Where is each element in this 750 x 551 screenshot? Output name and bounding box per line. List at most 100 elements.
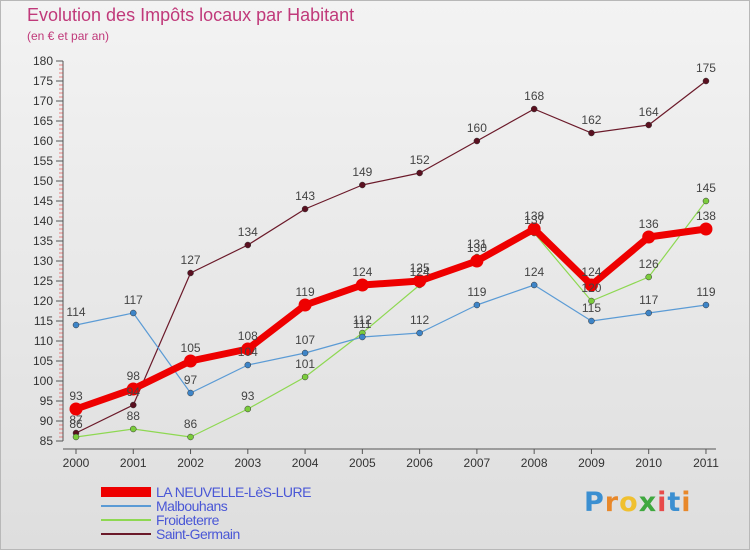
x-tick-label: 2005 — [349, 456, 376, 470]
y-tick-label: 150 — [33, 174, 53, 188]
series-point — [301, 205, 309, 213]
legend-swatch — [101, 487, 151, 497]
series-point — [298, 298, 312, 312]
data-label: 138 — [696, 209, 716, 223]
legend-swatch — [101, 533, 151, 535]
data-label: 145 — [696, 181, 716, 195]
series-point — [588, 297, 595, 305]
series-point — [241, 342, 255, 356]
chart-data-labels: 87 94 127 134 143 149 152 160 168 162 164 175 86 88 86… — [66, 61, 716, 431]
x-tick-label: 2010 — [635, 456, 662, 470]
data-label: 127 — [181, 253, 201, 267]
series-point — [413, 274, 427, 288]
series-line — [75, 80, 707, 434]
series-point — [645, 273, 652, 281]
series-point — [702, 77, 710, 85]
data-label: 126 — [639, 257, 659, 271]
logo-letter: i — [657, 487, 668, 518]
series-point — [126, 382, 140, 396]
data-label: 137 — [524, 213, 544, 227]
series-point — [187, 433, 194, 441]
data-label: 131 — [467, 237, 487, 251]
y-tick-label: 105 — [33, 354, 53, 368]
series-point — [416, 329, 423, 337]
data-label: 164 — [639, 105, 659, 119]
series-point — [301, 349, 309, 357]
x-tick-label: 2007 — [464, 456, 491, 470]
data-label: 149 — [352, 165, 372, 179]
data-label: 162 — [581, 113, 601, 127]
series-point — [72, 321, 80, 329]
chart-title: Evolution des Impôts locaux par Habitant — [27, 5, 355, 25]
y-tick-label: 155 — [33, 154, 53, 168]
series-point — [359, 181, 366, 189]
data-label: 104 — [238, 345, 258, 359]
y-tick-label: 160 — [33, 134, 53, 148]
data-label: 86 — [184, 417, 198, 431]
series-line — [72, 225, 710, 413]
data-label: 119 — [467, 285, 486, 299]
y-tick-label: 85 — [40, 434, 54, 448]
data-label: 119 — [696, 285, 715, 299]
legend-label: Malbouhans — [156, 498, 228, 514]
y-tick-label: 175 — [33, 74, 53, 88]
x-tick-label: 2009 — [578, 456, 605, 470]
series-point — [699, 222, 713, 236]
series-point — [473, 301, 481, 309]
data-label: 136 — [639, 217, 659, 231]
data-label: 117 — [124, 293, 143, 307]
series-point — [130, 425, 137, 433]
data-label: 88 — [127, 409, 141, 423]
series-point — [530, 105, 538, 113]
x-tick-label: 2004 — [292, 456, 319, 470]
data-label: 101 — [295, 357, 315, 371]
data-label: 175 — [696, 61, 716, 75]
series-point — [130, 401, 137, 409]
series-point — [301, 373, 309, 381]
data-label: 108 — [238, 329, 258, 343]
data-label: 114 — [66, 305, 85, 319]
proxiti-logo: Proxiti — [584, 487, 692, 518]
data-label: 168 — [524, 89, 544, 103]
y-tick-label: 170 — [33, 94, 53, 108]
series-point — [355, 278, 369, 292]
x-tick-label: 2001 — [120, 456, 147, 470]
series-point — [527, 222, 541, 236]
logo-letter: r — [604, 487, 620, 518]
legend-label: Saint-Germain — [156, 526, 240, 542]
series-point — [645, 309, 652, 317]
logo-letter: x — [638, 487, 658, 518]
series-line — [75, 200, 707, 438]
data-label: 98 — [127, 369, 141, 383]
x-tick-label: 2011 — [693, 456, 719, 470]
data-label: 120 — [581, 281, 601, 295]
legend-label: Froideterre — [156, 512, 219, 528]
series-point — [588, 317, 595, 325]
data-label: 152 — [410, 153, 430, 167]
data-label: 93 — [241, 389, 255, 403]
x-tick-label: 2008 — [521, 456, 548, 470]
data-label: 94 — [127, 385, 141, 399]
series-point — [130, 309, 137, 317]
data-label: 124 — [581, 265, 601, 279]
y-tick-label: 140 — [33, 214, 53, 228]
data-label: 115 — [582, 301, 601, 315]
data-label: 97 — [184, 373, 198, 387]
data-label: 124 — [410, 265, 430, 279]
series-point — [69, 402, 83, 416]
y-tick-label: 125 — [33, 274, 53, 288]
x-tick-label: 2003 — [234, 456, 261, 470]
data-label: 111 — [353, 317, 372, 331]
series-point — [530, 281, 538, 289]
y-tick-label: 145 — [33, 194, 53, 208]
series-point — [184, 354, 198, 368]
series-point — [702, 197, 710, 205]
series-point — [645, 121, 652, 129]
y-tick-label: 95 — [40, 394, 54, 408]
chart-series-lines — [69, 77, 713, 441]
data-label: 87 — [69, 413, 83, 427]
logo-letter: o — [619, 487, 639, 518]
x-tick-label: 2006 — [406, 456, 433, 470]
y-tick-label: 110 — [34, 334, 53, 348]
